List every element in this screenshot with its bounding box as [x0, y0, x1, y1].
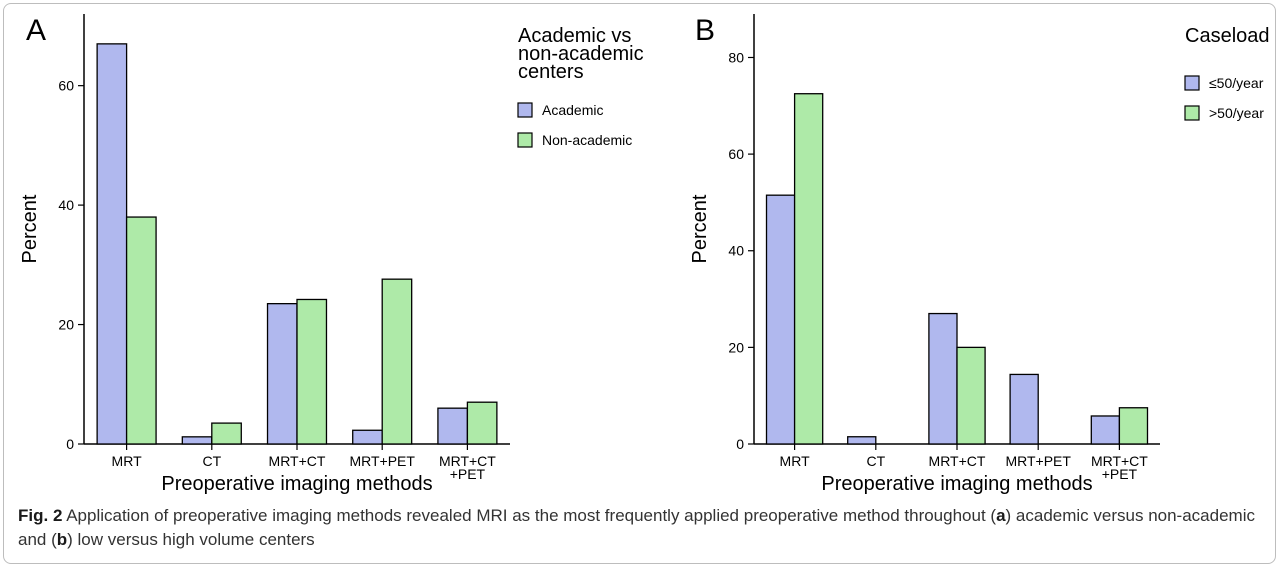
- x-tick-label: MRT+CT +PET: [1091, 453, 1148, 482]
- y-tick-label: 80: [728, 49, 744, 65]
- bar: [381, 278, 413, 445]
- legend-label: ≤50/year: [1209, 75, 1264, 91]
- x-tick-label-line: MRT: [112, 453, 143, 469]
- y-tick-label: 0: [66, 436, 74, 452]
- bar: [437, 407, 469, 445]
- bar: [125, 216, 157, 445]
- x-axis-label: Preoperative imaging methods: [821, 473, 1092, 495]
- bar: [466, 401, 498, 445]
- x-tick-label-line: +PET: [1102, 466, 1138, 482]
- caption-text-2: ) academic versus non-academic and (: [18, 506, 1255, 549]
- caption-text-3: ) low versus high volume centers: [67, 530, 315, 549]
- y-tick-label: 20: [58, 317, 74, 333]
- legend-title-line: non-academic: [518, 43, 644, 65]
- x-tick-label: MRT+CT: [929, 453, 986, 469]
- x-tick-label-line: MRT+PET: [349, 453, 415, 469]
- x-tick-label: MRT+CT: [269, 453, 326, 469]
- x-tick-label-line: MRT+CT: [269, 453, 326, 469]
- legend-title-line: centers: [518, 61, 584, 83]
- y-axis-label: Percent: [689, 194, 711, 263]
- y-tick-label: 20: [728, 339, 744, 355]
- y-tick-label: 60: [728, 146, 744, 162]
- chart-panel-b: B 0 20 40 60 80 Percent MRT CT MRT+CT MRT+PET MRT+C…: [689, 14, 1270, 495]
- legend-label: >50/year: [1209, 105, 1264, 121]
- x-axis-label: Preoperative imaging methods: [161, 473, 432, 495]
- x-tick-label: CT: [202, 453, 221, 469]
- bar: [1118, 407, 1149, 445]
- bar: [296, 298, 328, 445]
- caption-panel-b: b: [56, 530, 68, 549]
- legend-swatch: [517, 102, 533, 118]
- y-tick-label: 60: [58, 78, 74, 94]
- legend-swatch: [1184, 105, 1200, 121]
- x-tick-label: MRT+PET: [349, 453, 415, 469]
- caption-panel-a: a: [996, 506, 1006, 525]
- x-tick-label-line: CT: [202, 453, 221, 469]
- bar: [1090, 415, 1121, 445]
- figure-caption: Fig. 2 Application of preoperative imagi…: [18, 504, 1268, 552]
- legend-title: Academic vs non-academic centers: [518, 25, 644, 83]
- legend-title: Caseload: [1185, 25, 1270, 47]
- bar: [181, 436, 213, 445]
- legend-swatch: [1184, 75, 1200, 91]
- bar: [211, 422, 242, 445]
- x-tick-label-line: CT: [866, 453, 885, 469]
- x-tick-label: MRT+PET: [1005, 453, 1071, 469]
- bar: [1009, 373, 1039, 445]
- legend-swatch: [517, 132, 533, 148]
- x-tick-label-line: MRT+PET: [1005, 453, 1071, 469]
- legend-label: Academic: [542, 102, 603, 118]
- bar: [96, 43, 128, 445]
- legend-title-line: Caseload: [1185, 25, 1270, 47]
- x-tick-label: MRT: [780, 453, 811, 469]
- bar: [266, 303, 298, 445]
- y-tick-label: 0: [736, 436, 744, 452]
- panel-label: A: [26, 14, 46, 47]
- x-tick-label: MRT: [112, 453, 143, 469]
- x-tick-label-line: MRT+CT: [929, 453, 986, 469]
- legend-title-line: Academic vs: [518, 25, 631, 47]
- caption-label: Fig. 2: [18, 506, 63, 525]
- legend-label: Non-academic: [542, 132, 632, 148]
- y-tick-label: 40: [728, 243, 744, 259]
- y-axis-label: Percent: [19, 194, 41, 263]
- x-tick-label-line: +PET: [450, 466, 486, 482]
- x-tick-label: MRT+CT +PET: [439, 453, 496, 482]
- bar: [352, 429, 383, 445]
- x-tick-label-line: MRT+CT: [1091, 453, 1148, 469]
- bar: [793, 93, 824, 445]
- bar: [928, 312, 958, 445]
- bar: [847, 436, 877, 445]
- y-tick-label: 40: [58, 197, 74, 213]
- figure-frame: [3, 3, 1276, 564]
- caption-text-1: Application of preoperative imaging meth…: [62, 506, 997, 525]
- x-tick-label: CT: [866, 453, 885, 469]
- bar: [956, 346, 986, 445]
- x-tick-label-line: MRT+CT: [439, 453, 496, 469]
- x-tick-label-line: MRT: [780, 453, 811, 469]
- bar: [765, 194, 796, 445]
- panel-label: B: [695, 14, 715, 47]
